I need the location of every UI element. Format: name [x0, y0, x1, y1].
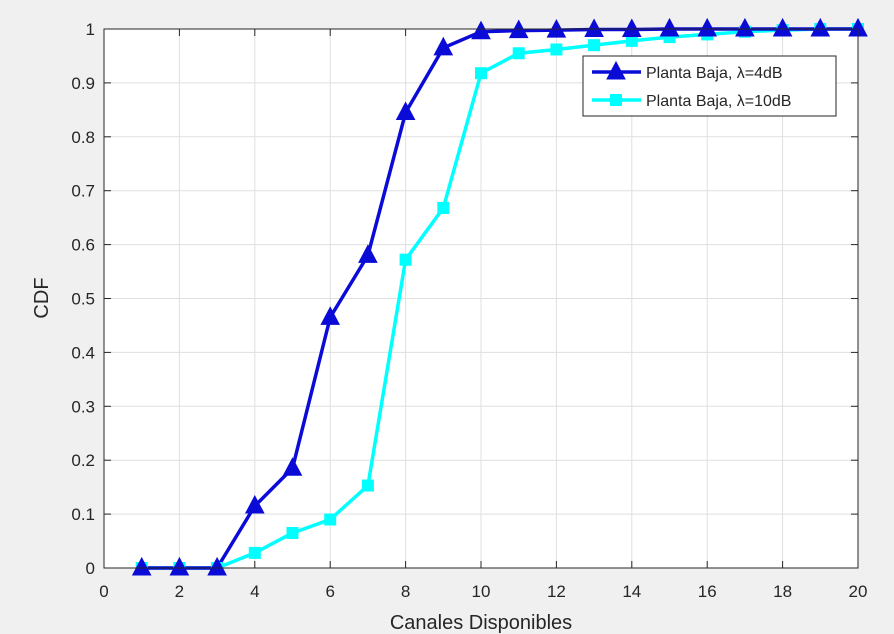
series-1-point: [361, 479, 374, 492]
series-0-point: [169, 556, 190, 576]
series-1-point: [286, 526, 299, 539]
legend-box: [582, 55, 837, 117]
y-tick-label: 0.8: [71, 128, 95, 147]
x-tick-label: 4: [250, 582, 259, 601]
y-tick-label: 0.2: [71, 451, 95, 470]
x-tick-label: 14: [622, 582, 641, 601]
y-tick-label: 0.4: [71, 343, 95, 362]
series-1-point: [550, 43, 563, 56]
x-tick-label: 6: [325, 582, 334, 601]
y-tick-label: 0.3: [71, 397, 95, 416]
series-0-point: [471, 20, 491, 40]
series-0-point: [659, 17, 680, 37]
y-tick-label: 0: [86, 559, 95, 578]
series-1-point: [588, 39, 601, 52]
y-tick-label: 0.5: [71, 290, 95, 309]
series-1-point: [399, 253, 412, 266]
legend-label: Planta Baja, λ=4dB: [646, 65, 783, 82]
legend-swatch-marker: [610, 94, 622, 106]
x-tick-label: 18: [773, 582, 792, 601]
plot-area-border: [103, 28, 859, 569]
y-tick-label: 0.9: [71, 74, 95, 93]
y-axis-ticks: 0 0.1 0.2 0.3 0.4 0.5 0.6 0.7 0.8 0.9 1: [71, 20, 858, 578]
series-1-point: [512, 47, 525, 60]
series-1-point: [475, 67, 487, 80]
series-1-point: [248, 546, 261, 559]
series-0-point: [772, 17, 793, 37]
legend-swatch-marker: [606, 60, 626, 80]
y-tick-label: 0.7: [71, 182, 95, 201]
series-1-point: [625, 34, 638, 47]
legend-label: Planta Baja, λ=10dB: [646, 93, 791, 110]
series-0-point: [433, 36, 454, 56]
series-0-point: [131, 556, 152, 576]
series-0-point: [358, 244, 378, 263]
x-tick-label: 20: [849, 582, 868, 601]
legend: Planta Baja, λ=4dB Planta Baja, λ=10dB: [582, 55, 837, 117]
series-0-point: [395, 101, 416, 121]
y-tick-label: 0.6: [71, 236, 95, 255]
series-1-point: [324, 513, 337, 526]
series-0-point: [282, 457, 303, 476]
y-tick-label: 0.1: [71, 505, 95, 524]
series-0-point: [810, 17, 831, 37]
x-tick-label: 16: [698, 582, 717, 601]
x-tick-label: 12: [547, 582, 566, 601]
series-0-point: [697, 17, 718, 37]
series-0-point: [207, 556, 227, 576]
y-tick-label: 1: [86, 20, 95, 39]
series-0-point: [621, 18, 642, 38]
x-tick-label: 8: [401, 582, 410, 601]
x-axis-label: Canales Disponibles: [390, 612, 572, 634]
y-axis-label: CDF: [31, 277, 53, 318]
series-0-point: [320, 306, 341, 325]
grid-lines: [104, 29, 858, 568]
series-1-point: [437, 201, 450, 214]
x-tick-label: 2: [175, 582, 184, 601]
x-tick-label: 0: [99, 582, 108, 601]
x-tick-label: 10: [472, 582, 491, 601]
series-0-point: [735, 17, 755, 37]
series-0-point: [584, 18, 604, 38]
series-0-point: [244, 494, 265, 514]
